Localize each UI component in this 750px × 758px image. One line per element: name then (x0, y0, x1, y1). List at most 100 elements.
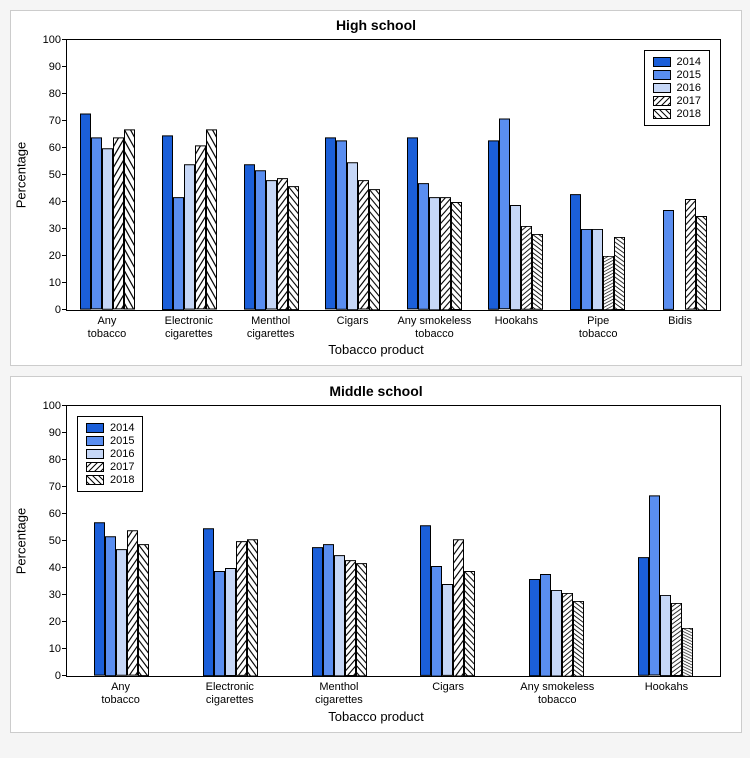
category-label: Pipetobacco (557, 315, 639, 340)
bar-group (230, 40, 312, 310)
category-label: Mentholcigarettes (230, 315, 312, 340)
bars-row (67, 40, 720, 310)
bar (277, 178, 288, 310)
bar (345, 560, 356, 676)
bar (184, 164, 195, 310)
bar (102, 148, 113, 310)
bar-group (67, 406, 176, 676)
category-label: Mentholcigarettes (284, 681, 393, 706)
bar (266, 180, 277, 310)
bar (510, 205, 521, 310)
bar (540, 574, 551, 677)
bar (440, 197, 451, 310)
bar (312, 547, 323, 677)
x-axis-label: Tobacco product (11, 340, 741, 365)
bar-group (285, 406, 394, 676)
bar (660, 595, 671, 676)
bar (356, 563, 367, 676)
bar (603, 256, 614, 310)
y-tick-label: 80 (49, 454, 67, 466)
bar (116, 549, 127, 676)
y-tick-label: 50 (49, 169, 67, 181)
y-tick-label: 30 (49, 223, 67, 235)
y-axis-label: Percentage (14, 508, 29, 575)
bar (206, 129, 217, 310)
bar-group (149, 40, 231, 310)
bar (407, 137, 418, 310)
bar (288, 186, 299, 310)
bar-group (393, 406, 502, 676)
bar (80, 113, 91, 310)
bar (529, 579, 540, 676)
bar (94, 522, 105, 676)
category-label: Cigars (312, 315, 394, 340)
y-tick-label: 20 (49, 616, 67, 628)
bar (614, 237, 625, 310)
y-tick-label: 0 (55, 304, 67, 316)
bar (570, 194, 581, 310)
bar (369, 189, 380, 311)
bar-group (502, 406, 611, 676)
bar (499, 118, 510, 310)
chart-title: High school (11, 11, 741, 35)
y-tick-label: 100 (43, 400, 67, 412)
bar-group (611, 406, 720, 676)
y-tick-label: 0 (55, 670, 67, 682)
plot-wrap: Percentage010203040506070809010020142015… (11, 405, 741, 677)
bar (105, 536, 116, 676)
bar (418, 183, 429, 310)
y-tick-label: 40 (49, 562, 67, 574)
bar (592, 229, 603, 310)
bar (671, 603, 682, 676)
bar (532, 234, 543, 310)
y-tick-label: 50 (49, 535, 67, 547)
bar (420, 525, 431, 676)
bar (138, 544, 149, 676)
bar (696, 216, 707, 311)
plot-wrap: Percentage 010203040506070809010020142015… (11, 39, 741, 311)
bar (521, 226, 532, 310)
bar (247, 539, 258, 677)
bar (173, 197, 184, 310)
bar (562, 593, 573, 677)
bar (347, 162, 358, 311)
x-axis-label: Tobacco product (11, 707, 741, 732)
y-tick-label: 10 (49, 277, 67, 289)
bar (488, 140, 499, 310)
bar (255, 170, 266, 310)
y-tick-label: 10 (49, 643, 67, 655)
y-tick-label: 70 (49, 481, 67, 493)
bar (244, 164, 255, 310)
y-tick-label: 60 (49, 142, 67, 154)
bar (685, 199, 696, 310)
y-tick-label: 30 (49, 589, 67, 601)
bar-group (176, 406, 285, 676)
chart-container: Middle schoolPercentage01020304050607080… (10, 376, 742, 732)
bar (236, 541, 247, 676)
category-label: Any smokelesstobacco (503, 681, 612, 706)
bar-group (394, 40, 476, 310)
plot-area: 0102030405060708090100201420152016201720… (66, 39, 721, 311)
bar (334, 555, 345, 677)
bar (127, 530, 138, 676)
bar (203, 528, 214, 677)
bar (451, 202, 462, 310)
chart-title: Middle school (11, 377, 741, 401)
y-tick-label: 100 (43, 34, 67, 46)
category-label: Electroniccigarettes (148, 315, 230, 340)
category-label-row: AnytobaccoElectroniccigarettesMentholcig… (66, 681, 721, 706)
bar (358, 180, 369, 310)
bar (573, 601, 584, 677)
bar (225, 568, 236, 676)
y-tick-label: 90 (49, 61, 67, 73)
bar (453, 539, 464, 677)
y-axis-label: Percentage (14, 142, 29, 209)
bars-row (67, 406, 720, 676)
bar (682, 628, 693, 677)
y-tick-label: 40 (49, 196, 67, 208)
bar (431, 566, 442, 677)
bar (551, 590, 562, 676)
bar-group (67, 40, 149, 310)
bar (649, 495, 660, 676)
y-tick-label: 20 (49, 250, 67, 262)
